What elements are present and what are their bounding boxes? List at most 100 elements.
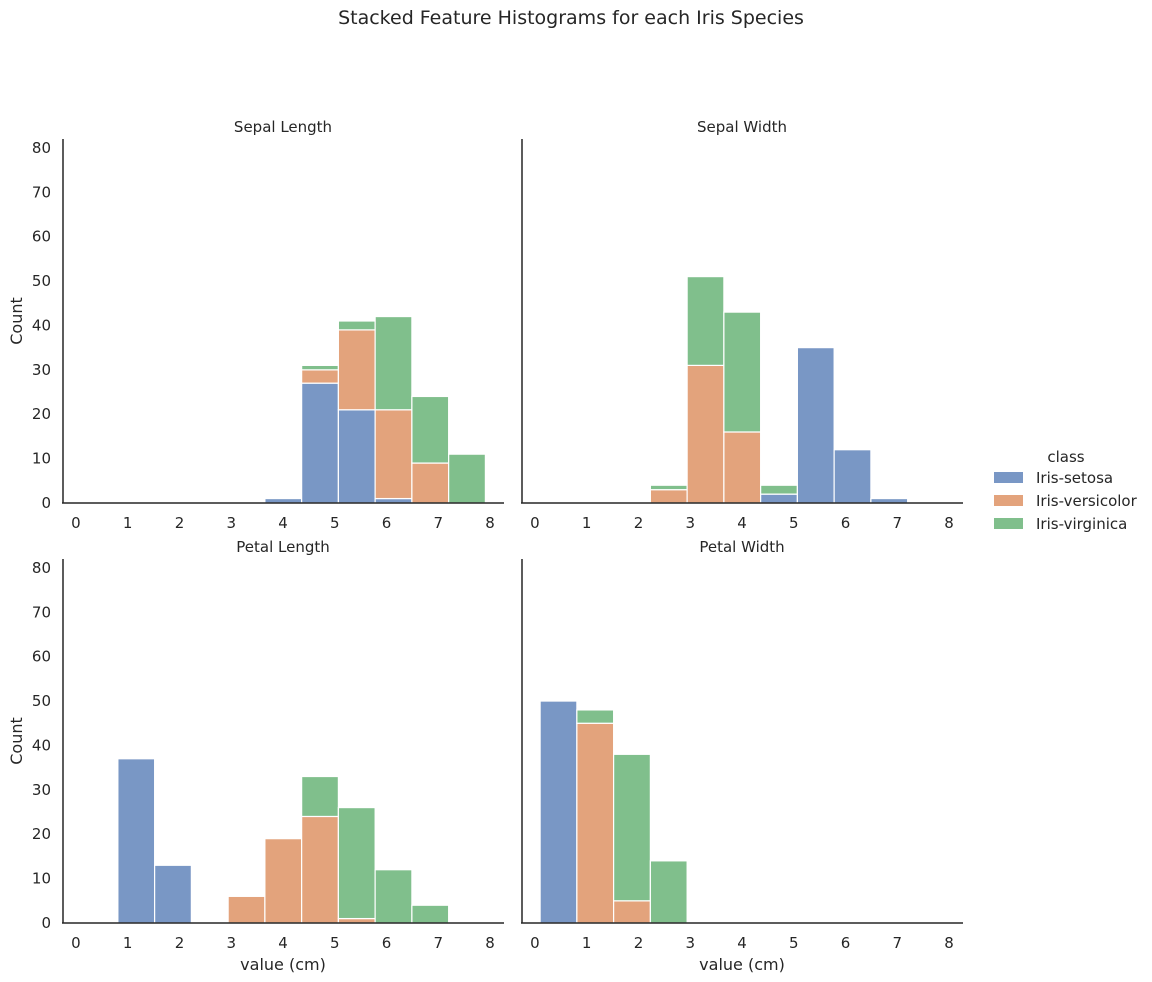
panel-petal-length: Petal Length 0 1 2 3 4 5 6 7 8 0 10 20 30 40 50 60 70 80… [7, 538, 504, 974]
y-tick-label: 30 [32, 361, 51, 379]
y-tick-label: 20 [32, 405, 51, 423]
x-tick-label: 0 [71, 514, 81, 532]
figure-title: Stacked Feature Histograms for each Iris… [338, 7, 804, 29]
y-tick-label: 0 [41, 914, 51, 932]
x-ticks: 0 1 2 3 4 5 6 7 8 [71, 934, 495, 952]
bar-iris-versicolor [649, 489, 688, 504]
y-tick-label: 20 [32, 825, 51, 843]
y-tick-label: 80 [32, 139, 51, 157]
x-tick-label: 3 [685, 514, 695, 532]
bar-iris-versicolor [723, 431, 762, 504]
bar-iris-virginica [301, 775, 339, 818]
x-tick-label: 5 [789, 934, 799, 952]
bar-iris-virginica [613, 753, 651, 902]
bar-iris-virginica [411, 904, 450, 924]
panel-title: Sepal Length [234, 118, 332, 136]
x-tick-label: 6 [841, 514, 851, 532]
x-tick-label: 8 [485, 514, 495, 532]
bar-iris-virginica [337, 806, 376, 920]
legend-label-versicolor: Iris-versicolor [1036, 492, 1138, 510]
y-tick-label: 50 [32, 692, 51, 710]
bar-iris-setosa [154, 864, 192, 924]
legend-swatch-virginica [994, 518, 1023, 529]
bar-iris-virginica [337, 320, 376, 331]
bar-iris-versicolor [301, 815, 339, 924]
y-tick-label: 70 [32, 603, 51, 621]
bar-iris-virginica [374, 869, 413, 924]
x-tick-label: 0 [71, 934, 81, 952]
y-tick-label: 60 [32, 228, 51, 246]
bar-iris-versicolor [264, 838, 303, 924]
bar-iris-versicolor [411, 462, 450, 504]
bar-iris-versicolor [227, 895, 266, 924]
x-tick-label: 3 [226, 514, 236, 532]
legend: class Iris-setosa Iris-versicolor Iris-v… [994, 448, 1138, 533]
bar-iris-virginica [723, 311, 762, 433]
legend-label-virginica: Iris-virginica [1036, 515, 1127, 533]
x-tick-label: 5 [330, 514, 340, 532]
x-tick-label: 4 [278, 514, 288, 532]
bar-iris-virginica [374, 315, 413, 411]
legend-label-setosa: Iris-setosa [1036, 469, 1113, 487]
bar-iris-virginica [448, 453, 486, 504]
x-tick-label: 7 [893, 514, 903, 532]
y-tick-label: 40 [32, 316, 51, 334]
x-tick-label: 4 [737, 934, 747, 952]
x-tick-label: 5 [789, 514, 799, 532]
x-tick-label: 6 [841, 934, 851, 952]
x-tick-label: 7 [893, 934, 903, 952]
x-tick-label: 3 [685, 934, 695, 952]
y-tick-label: 60 [32, 648, 51, 666]
bar-iris-setosa [760, 493, 798, 504]
x-tick-label: 4 [278, 934, 288, 952]
panel-title: Petal Length [236, 538, 330, 556]
bar-iris-setosa [337, 409, 376, 504]
legend-swatch-setosa [994, 472, 1023, 483]
x-tick-label: 6 [382, 934, 392, 952]
bar-iris-setosa [301, 382, 339, 504]
bars [117, 758, 450, 924]
x-ticks: 0 1 2 3 4 5 6 7 8 [71, 514, 495, 532]
x-tick-label: 2 [175, 514, 185, 532]
bar-iris-virginica [649, 860, 688, 924]
y-tick-label: 0 [41, 494, 51, 512]
bar-iris-virginica [649, 484, 688, 491]
panel-title: Sepal Width [697, 118, 787, 136]
bar-iris-virginica [686, 276, 725, 366]
bar-iris-setosa [833, 449, 872, 504]
panel-sepal-length: Sepal Length 0 1 2 3 4 5 6 7 8 0 10 20 30 40 50 60 70 80… [7, 118, 504, 532]
panel-title: Petal Width [699, 538, 784, 556]
bar-iris-versicolor [337, 329, 376, 411]
x-ticks: 0 1 2 3 4 5 6 7 8 [530, 514, 954, 532]
x-axis-label: value (cm) [240, 955, 326, 974]
legend-title: class [1047, 448, 1084, 466]
y-ticks: 0 10 20 30 40 50 60 70 80 [32, 559, 51, 932]
y-tick-label: 40 [32, 736, 51, 754]
bar-iris-virginica [301, 364, 339, 371]
y-tick-label: 80 [32, 559, 51, 577]
y-tick-label: 70 [32, 183, 51, 201]
x-tick-label: 2 [634, 514, 644, 532]
panel-sepal-width: Sepal Width 0 1 2 3 4 5 6 7 8 [521, 118, 963, 532]
bar-iris-versicolor [576, 722, 615, 924]
legend-swatch-versicolor [994, 495, 1023, 506]
bar-iris-virginica [760, 484, 798, 495]
x-tick-label: 5 [330, 934, 340, 952]
y-axis-label: Count [7, 717, 26, 765]
x-tick-label: 1 [582, 934, 592, 952]
bar-iris-setosa [117, 758, 156, 924]
y-tick-label: 10 [32, 870, 51, 888]
x-tick-label: 4 [737, 514, 747, 532]
bar-iris-versicolor [613, 900, 651, 924]
x-tick-label: 8 [944, 514, 954, 532]
bar-iris-virginica [411, 395, 450, 464]
y-tick-label: 50 [32, 272, 51, 290]
y-tick-label: 10 [32, 450, 51, 468]
bar-iris-versicolor [686, 364, 725, 504]
x-tick-label: 0 [530, 934, 540, 952]
x-tick-label: 8 [944, 934, 954, 952]
bars [539, 700, 688, 924]
x-tick-label: 7 [434, 514, 444, 532]
x-tick-label: 8 [485, 934, 495, 952]
